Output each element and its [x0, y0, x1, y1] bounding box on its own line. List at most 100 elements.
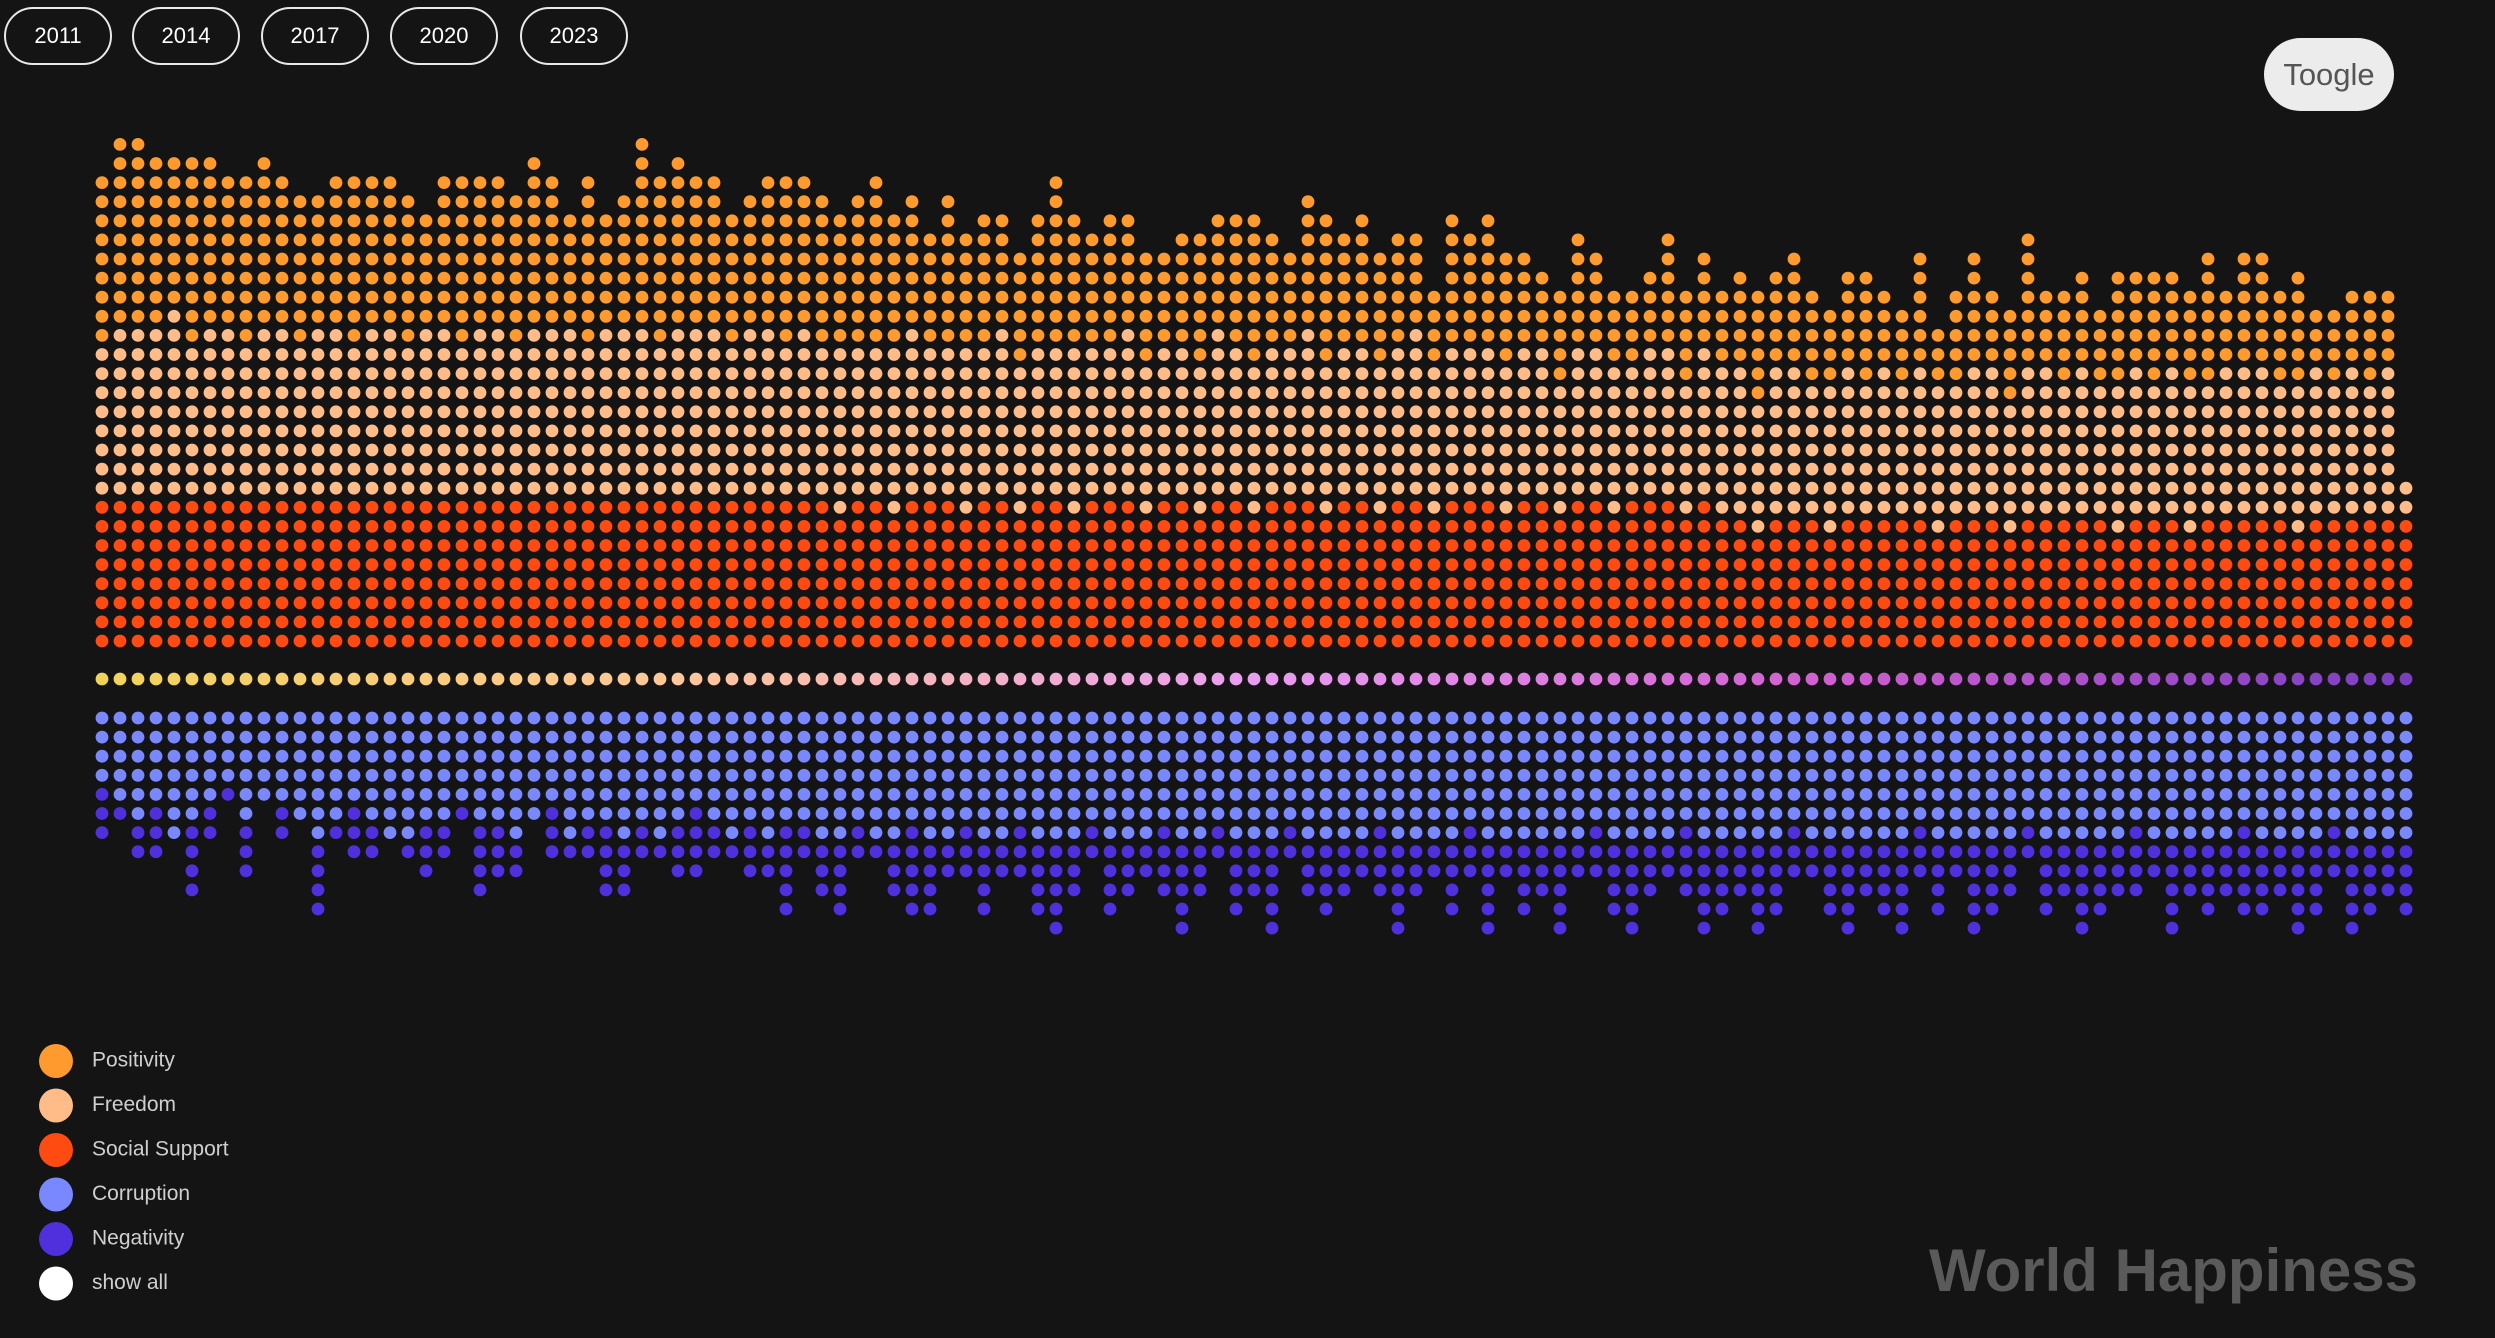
dot	[671, 807, 685, 820]
year-button[interactable]: 2014	[132, 7, 240, 65]
dot	[2021, 826, 2035, 839]
dot	[707, 348, 721, 361]
dot	[995, 443, 1009, 457]
dot	[1247, 558, 1261, 571]
legend-label[interactable]: Corruption	[92, 1182, 190, 1205]
dot	[563, 329, 577, 342]
dot	[1751, 348, 1765, 361]
dot	[347, 807, 361, 820]
dot	[419, 845, 433, 859]
year-button[interactable]: 2020	[390, 7, 498, 65]
dot	[1985, 864, 1999, 878]
dot	[815, 634, 829, 648]
dot	[761, 214, 775, 228]
dot	[257, 634, 271, 648]
dot	[2111, 883, 2125, 897]
dot	[1391, 615, 1405, 629]
dot	[1157, 845, 1171, 859]
year-button[interactable]: 2023	[520, 7, 628, 65]
dot	[1301, 864, 1315, 878]
dot	[1589, 386, 1603, 400]
dot	[1121, 481, 1135, 495]
legend-label[interactable]: Positivity	[92, 1049, 175, 1072]
legend-swatch[interactable]	[39, 1133, 73, 1167]
dot	[761, 252, 775, 266]
toggle-button[interactable]: Toogle	[2264, 38, 2394, 111]
dot	[1247, 768, 1261, 782]
legend-label[interactable]: Freedom	[92, 1093, 176, 1116]
dot	[1283, 768, 1297, 782]
dot	[2111, 481, 2125, 495]
dot	[2219, 558, 2233, 571]
dot	[491, 462, 505, 476]
dot	[221, 443, 235, 457]
dot	[383, 214, 397, 228]
dot	[2309, 615, 2323, 629]
dot	[851, 845, 865, 859]
dot	[2183, 845, 2197, 859]
legend-swatch[interactable]	[39, 1266, 73, 1301]
dot	[1283, 845, 1297, 859]
dot	[671, 634, 685, 648]
legend-swatch[interactable]	[39, 1088, 73, 1123]
dot	[1157, 500, 1171, 514]
dot	[1463, 252, 1477, 266]
dot	[2147, 788, 2161, 801]
dot	[941, 252, 955, 266]
dot	[1301, 233, 1315, 247]
dot	[2093, 596, 2107, 610]
year-button[interactable]: 2017	[261, 7, 369, 65]
dot	[2057, 807, 2071, 820]
dot	[1949, 329, 1963, 342]
legend-label[interactable]: show all	[92, 1271, 168, 1294]
dot	[1571, 768, 1585, 782]
dot	[833, 500, 847, 514]
dot	[1913, 462, 1927, 476]
dot	[2093, 826, 2107, 839]
dot	[1373, 443, 1387, 457]
dot	[149, 577, 163, 591]
dot	[149, 596, 163, 610]
legend-swatch[interactable]	[39, 1044, 73, 1078]
dot	[2255, 462, 2269, 476]
dot	[1175, 768, 1189, 782]
dot	[113, 788, 127, 801]
dot	[1085, 558, 1099, 571]
dot	[1085, 309, 1099, 323]
legend-label[interactable]: Negativity	[92, 1227, 185, 1250]
dot	[1085, 596, 1099, 610]
dot	[1823, 749, 1837, 763]
dot	[2201, 749, 2215, 763]
legend-label[interactable]: Social Support	[92, 1138, 229, 1161]
dot	[401, 807, 415, 820]
dot	[1733, 520, 1747, 533]
dot	[2291, 596, 2305, 610]
dot	[779, 864, 793, 878]
legend-swatch[interactable]	[39, 1222, 73, 1256]
dot	[581, 634, 595, 648]
dot	[1553, 405, 1567, 419]
dot	[1283, 749, 1297, 763]
dot	[1139, 386, 1153, 400]
dot	[509, 386, 523, 400]
dot	[1175, 883, 1189, 897]
dot	[2381, 348, 2395, 361]
dot	[185, 615, 199, 629]
dot	[2327, 481, 2341, 495]
dot	[2183, 348, 2197, 361]
dot	[239, 252, 253, 266]
dot	[617, 768, 631, 782]
dot	[473, 348, 487, 361]
dot	[1733, 711, 1747, 725]
dot	[257, 329, 271, 342]
legend-swatch[interactable]	[39, 1177, 73, 1212]
dot	[707, 233, 721, 247]
dot	[113, 309, 127, 323]
dot	[581, 329, 595, 342]
year-button[interactable]: 2011	[4, 7, 112, 65]
dot	[761, 730, 775, 744]
dot	[293, 558, 307, 571]
dot	[2363, 749, 2377, 763]
dot	[1031, 233, 1045, 247]
dot	[275, 329, 289, 342]
